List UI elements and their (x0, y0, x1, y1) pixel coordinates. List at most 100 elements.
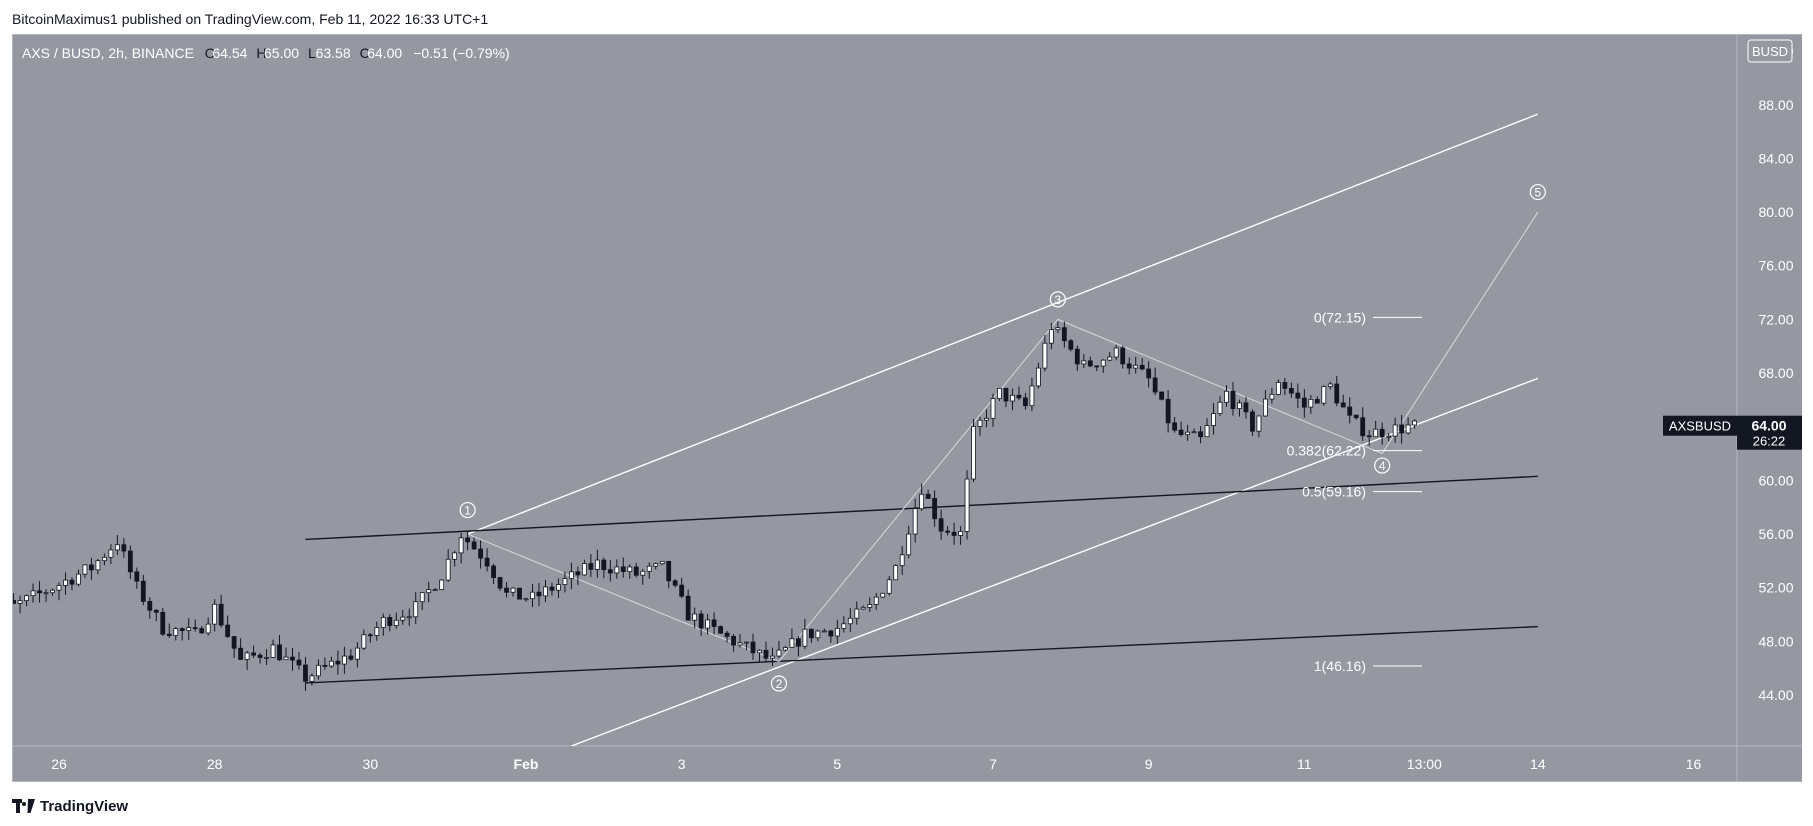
candle (815, 629, 821, 642)
legend-open-value: 64.54 (212, 45, 247, 61)
candle (1055, 321, 1061, 334)
candle (192, 619, 198, 632)
candle-body-down (1288, 388, 1294, 394)
candle-body-up (400, 616, 406, 621)
candle (1185, 424, 1190, 441)
candle-body-down (199, 628, 205, 634)
candle (50, 588, 55, 596)
candle (1204, 418, 1210, 438)
candle-body-up (659, 560, 665, 565)
candle-body-up (76, 573, 81, 585)
candle-body-up (899, 554, 905, 566)
legend-high-label: H (256, 45, 266, 61)
candle (264, 649, 269, 666)
candle-body-up (867, 604, 873, 608)
time-tick-label: 30 (363, 756, 379, 772)
candle-body-down (290, 656, 295, 661)
candle-body-down (238, 647, 244, 660)
candle-body-up (770, 655, 775, 659)
candle-body-up (1386, 435, 1392, 438)
candle (147, 597, 153, 619)
candle-body-up (1185, 431, 1190, 435)
candle-body-down (925, 493, 931, 499)
candle-body-down (1068, 340, 1074, 350)
wave-label-number: 5 (1534, 186, 1541, 200)
candle (257, 652, 263, 664)
legend-symbol: AXS / BUSD, 2h, BINANCE (22, 45, 194, 61)
candle (964, 470, 970, 540)
candle (737, 634, 743, 648)
candle-body-down (932, 497, 938, 520)
price-tick-label: 60.00 (1758, 472, 1793, 488)
candle-body-down (153, 609, 159, 613)
attribution-text: BitcoinMaximus1 published on TradingView… (12, 11, 489, 27)
candle (1113, 344, 1119, 361)
candle (802, 618, 808, 650)
wave-label-circle (459, 501, 476, 519)
candle (1366, 430, 1372, 446)
price-axis-area (1737, 35, 1802, 746)
plot-area (13, 35, 1737, 746)
candle (400, 610, 406, 625)
wave-label: 2 (770, 675, 788, 692)
candle-body-down (465, 537, 471, 543)
candle (672, 578, 678, 588)
candle-body-down (1334, 383, 1340, 404)
candle (1275, 379, 1281, 396)
candle (1061, 321, 1067, 348)
candle-body-up (43, 592, 49, 595)
candle (666, 560, 672, 589)
candle-body-up (705, 619, 711, 629)
candle-body-up (821, 630, 827, 633)
candle-body-down (607, 569, 613, 574)
candle-body-up (906, 533, 912, 556)
axis-corner (1737, 746, 1802, 781)
candle-body-up (1081, 360, 1087, 365)
candle-body-down (348, 655, 354, 660)
candle (620, 557, 626, 578)
candle-body-up (984, 417, 989, 421)
candle (919, 483, 925, 511)
candle-body-down (1061, 327, 1067, 342)
candle (484, 548, 490, 572)
candle-body-up (569, 571, 574, 579)
candle (776, 640, 782, 659)
candle-body-up (1100, 359, 1106, 367)
candle-body-up (556, 584, 561, 591)
candle-body-up (244, 652, 250, 660)
candle (290, 647, 295, 671)
candle-body-up (841, 623, 847, 629)
candle (984, 409, 989, 428)
candle (413, 591, 419, 625)
candle (37, 581, 42, 603)
candle-body-up (1392, 424, 1398, 437)
candle (834, 619, 840, 644)
candle (1308, 395, 1314, 414)
candle-body-down (160, 611, 166, 635)
candle-body-up (1237, 402, 1242, 410)
channel-line (571, 377, 1539, 746)
price-tick-label: 56.00 (1758, 526, 1793, 542)
price-tick-label: 52.00 (1758, 580, 1793, 596)
candle (1321, 385, 1327, 406)
candle (212, 599, 218, 632)
tradingview-logo[interactable]: TradingView (12, 795, 128, 817)
candle-body-down (1314, 398, 1320, 404)
price-chart[interactable]: 44.00 48.00 52.00 56.00 60.00 64.00 68.00 72.00… (0, 0, 1813, 786)
candle (1152, 367, 1158, 396)
candle (860, 605, 866, 610)
candle-body-up (50, 589, 55, 594)
candle (471, 537, 477, 550)
symbol-tag-bg (1663, 415, 1737, 436)
candle (406, 608, 412, 626)
price-tick-label: 80.00 (1758, 204, 1793, 220)
candle-body-down (633, 566, 639, 576)
candle-body-down (1230, 390, 1236, 410)
candle-body-down (179, 628, 185, 632)
candle (108, 544, 114, 564)
candle-body-down (504, 587, 509, 593)
candle (205, 617, 211, 636)
candle-body-up (1256, 415, 1262, 432)
candle-body-up (971, 426, 976, 480)
candle (199, 625, 205, 634)
